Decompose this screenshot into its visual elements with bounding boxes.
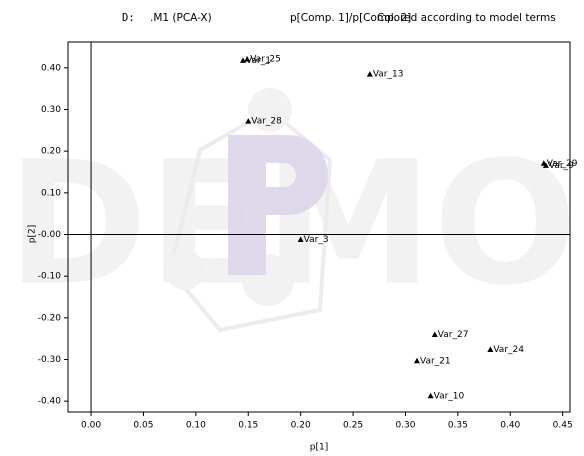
y-tick-label: -0.40 <box>38 397 62 407</box>
x-tick-label: 0.15 <box>238 421 258 431</box>
x-tick-label: 0.35 <box>448 421 468 431</box>
x-axis-label: p[1] <box>310 443 328 453</box>
x-tick-label: 0.40 <box>500 421 520 431</box>
point-label: Var_28 <box>251 117 282 127</box>
y-tick-label: 0.20 <box>41 147 61 157</box>
title-prefix: D: <box>122 12 135 24</box>
point <box>297 236 304 242</box>
y-axis-label: p[2] <box>28 225 38 243</box>
point-label: Var_24 <box>493 345 524 355</box>
y-tick-label: -0.00 <box>38 230 62 240</box>
point <box>542 162 549 168</box>
y-tick-label: 0.10 <box>41 188 61 198</box>
title-plot: p[Comp. 1]/p[Comp. 2] <box>290 12 411 24</box>
point <box>431 331 438 337</box>
logo-ball <box>165 250 205 290</box>
point <box>245 118 252 124</box>
point <box>366 71 373 77</box>
point-label: Var_3 <box>304 235 329 245</box>
point-label: Var_29 <box>547 159 578 169</box>
point-label: Var_27 <box>438 330 469 340</box>
logo-ball <box>248 88 292 132</box>
point <box>244 56 251 62</box>
x-tick-label: 0.45 <box>553 421 573 431</box>
title-model: .M1 (PCA-X) <box>150 12 212 24</box>
y-tick-label: -0.10 <box>38 272 62 282</box>
y-tick-label: 0.40 <box>41 63 61 73</box>
x-tick-label: 0.25 <box>343 421 363 431</box>
point-label: Var_9 <box>549 161 574 171</box>
point <box>413 357 420 364</box>
y-tick-label: -0.30 <box>38 355 62 365</box>
point-label: Var_10 <box>434 391 465 401</box>
logo <box>165 88 333 333</box>
y-tick-label: 0.30 <box>41 105 61 115</box>
logo-p <box>228 135 328 275</box>
y-tick-label: -0.20 <box>38 313 62 323</box>
plot-frame <box>67 41 571 413</box>
point <box>487 346 494 352</box>
point-label: Var_1 <box>246 56 271 66</box>
title-coloring: Colored according to model terms <box>377 12 556 24</box>
point-label: Var_13 <box>373 70 404 80</box>
logo-frame <box>167 107 333 333</box>
x-tick-label: 0.10 <box>186 421 206 431</box>
x-tick-label: 0.30 <box>395 421 415 431</box>
x-tick-label: 0.20 <box>291 421 311 431</box>
x-tick-label: 0.00 <box>81 421 101 431</box>
point-label: Var_21 <box>420 356 451 366</box>
x-tick-label: 0.05 <box>133 421 153 431</box>
point <box>427 392 434 399</box>
point-label: Var_25 <box>250 55 281 65</box>
